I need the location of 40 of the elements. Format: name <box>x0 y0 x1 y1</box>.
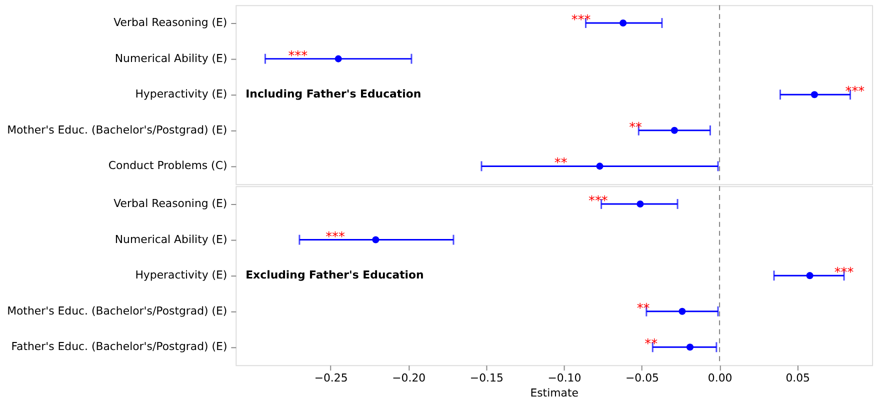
annotation: ** <box>636 301 650 316</box>
y-tick-label: Hyperactivity (E) <box>135 88 228 101</box>
y-tick-label: Numerical Ability (E) <box>114 52 228 65</box>
point <box>620 20 627 27</box>
y-tick-label: Mother's Educ. (Bachelor's/Postgrad) (E) <box>7 304 228 318</box>
annotation: *** <box>834 266 854 281</box>
point <box>596 162 604 170</box>
y-tick-label: Verbal Reasoning (E) <box>114 196 228 210</box>
y-tick-label: Hyperactivity (E) <box>135 268 228 282</box>
x-axis-title: Estimate <box>530 386 579 400</box>
point <box>670 126 678 134</box>
y-tick-label: Mother's Educ. (Bachelor's/Postgrad) (E) <box>7 123 228 136</box>
annotation: *** <box>588 194 608 209</box>
y-tick-label: Father's Educ. (Bachelor's/Postgrad) (E) <box>11 340 228 354</box>
point <box>636 200 644 208</box>
x-tick-label: −0.15 <box>470 371 504 384</box>
x-tick-label: 0.05 <box>786 371 810 384</box>
y-tick-label: Numerical Ability (E) <box>114 232 228 246</box>
annotation: ** <box>644 337 658 352</box>
annotation: Including Father's Education <box>246 88 422 101</box>
annotation: ** <box>554 156 568 172</box>
annotation: Excluding Father's Education <box>246 268 424 282</box>
point <box>678 308 686 315</box>
point <box>810 91 818 98</box>
point <box>372 236 380 244</box>
point <box>334 55 342 62</box>
annotation: *** <box>326 230 346 245</box>
y-tick-label: Conduct Problems (C) <box>108 159 228 172</box>
x-tick-label: −0.25 <box>314 371 348 384</box>
point <box>686 344 694 351</box>
x-tick-label: −0.05 <box>626 371 659 384</box>
point <box>806 272 814 280</box>
x-tick-label: 0.00 <box>708 371 732 384</box>
annotation: ** <box>629 120 643 136</box>
y-tick-label: Verbal Reasoning (E) <box>114 16 228 29</box>
annotation: *** <box>845 84 866 100</box>
annotation: *** <box>571 13 592 28</box>
annotation: *** <box>288 48 308 64</box>
x-tick-label: −0.20 <box>392 371 426 384</box>
x-tick-label: −0.10 <box>548 371 582 384</box>
